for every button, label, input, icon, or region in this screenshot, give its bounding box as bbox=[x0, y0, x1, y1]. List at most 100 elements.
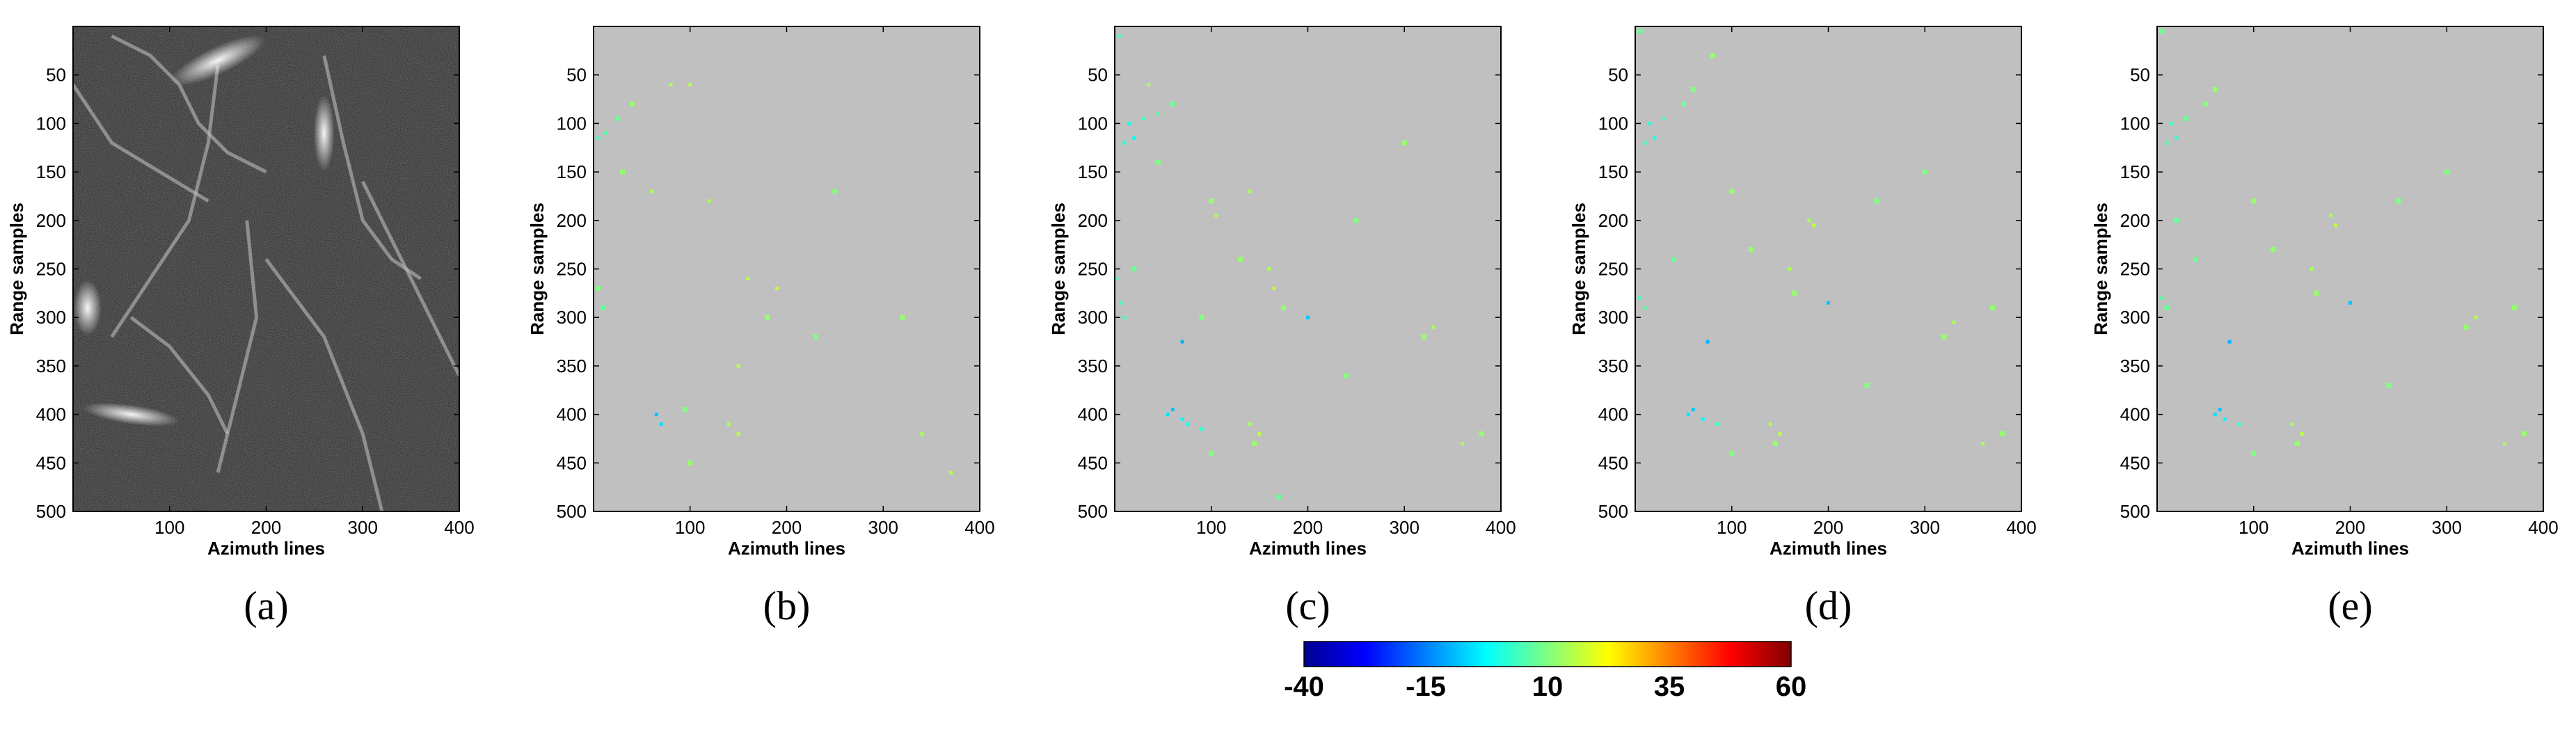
heatmap-cell bbox=[1999, 431, 2005, 436]
sar-ridge bbox=[361, 180, 459, 376]
y-tick-label: 100 bbox=[1078, 113, 1108, 134]
heatmap-cell bbox=[1248, 189, 1252, 193]
heatmap-cell bbox=[601, 305, 606, 310]
heatmap-cell bbox=[948, 470, 953, 475]
y-tick-label: 50 bbox=[566, 65, 587, 86]
heatmap-cell bbox=[1257, 432, 1262, 436]
heatmap-cell bbox=[1132, 136, 1136, 140]
y-tick-label: 500 bbox=[2120, 501, 2150, 522]
y-tick-label: 50 bbox=[2130, 65, 2150, 86]
y-tick-label: 200 bbox=[2120, 210, 2150, 231]
heatmap-cell bbox=[1792, 290, 1797, 296]
heatmap-cell bbox=[1864, 383, 1870, 388]
y-tick-label: 100 bbox=[36, 113, 66, 134]
y-tick-label: 500 bbox=[36, 501, 66, 522]
heatmap-cell bbox=[832, 189, 838, 194]
heatmap-cell bbox=[630, 102, 635, 106]
heatmap-cell bbox=[1643, 305, 1647, 310]
heatmap-cell bbox=[1715, 422, 1719, 426]
heatmap-cell bbox=[1214, 214, 1218, 218]
heatmap-cell bbox=[1772, 440, 1778, 446]
heatmap-cell bbox=[669, 83, 673, 87]
heatmap-cell bbox=[726, 422, 731, 426]
y-tick-label: 450 bbox=[1078, 452, 1108, 473]
heatmap-cell bbox=[1180, 340, 1184, 344]
heatmap-cell bbox=[1421, 334, 1426, 340]
heatmap-cell bbox=[1276, 494, 1282, 500]
heatmap-cell bbox=[736, 432, 740, 436]
x-axis-label: Azimuth lines bbox=[2291, 538, 2409, 559]
y-tick-label: 350 bbox=[36, 356, 66, 376]
heatmap-cell bbox=[1118, 34, 1122, 38]
heatmap-cell bbox=[2463, 324, 2469, 330]
heatmap-cell bbox=[1431, 325, 1436, 329]
heatmap-cell bbox=[1680, 102, 1686, 106]
heatmap-cell bbox=[1180, 417, 1184, 422]
y-tick-label: 250 bbox=[36, 259, 66, 280]
heatmap-cell bbox=[1952, 320, 1956, 324]
heatmap-cell bbox=[2165, 141, 2169, 145]
heatmap-cell bbox=[1147, 83, 1151, 87]
heatmap-cell bbox=[765, 315, 770, 320]
y-tick-label: 250 bbox=[1598, 259, 1628, 280]
y-tick-label: 200 bbox=[1078, 210, 1108, 231]
x-tick-label: 200 bbox=[251, 517, 281, 538]
colorbar-tick-label-4: 60 bbox=[1776, 671, 1807, 702]
x-tick-label: 200 bbox=[1293, 517, 1323, 538]
y-tick-label: 150 bbox=[557, 161, 587, 182]
heatmap-cell bbox=[2309, 267, 2314, 271]
heatmap-cell bbox=[1662, 116, 1667, 120]
y-tick-label: 450 bbox=[1598, 452, 1628, 473]
y-tick-label: 400 bbox=[1078, 404, 1108, 425]
heatmap-cell bbox=[1166, 413, 1170, 417]
heatmap-cell bbox=[654, 413, 658, 417]
colorbar: -40 -15 10 35 60 bbox=[1284, 641, 1807, 702]
heatmap-cell bbox=[2271, 247, 2275, 253]
y-axis-label: Range samples bbox=[527, 202, 548, 335]
heatmap-cell bbox=[1686, 413, 1690, 417]
heatmap-cell bbox=[1778, 432, 1782, 436]
heatmap-cell bbox=[746, 276, 750, 280]
heatmap-cell bbox=[1248, 422, 1252, 426]
heatmap-cell bbox=[2223, 417, 2227, 422]
heatmap-cell bbox=[2184, 116, 2189, 121]
y-axis-label: Range samples bbox=[1048, 202, 1069, 335]
x-tick-label: 100 bbox=[154, 517, 184, 538]
y-tick-label: 150 bbox=[36, 161, 66, 182]
heatmap-cell bbox=[1118, 301, 1122, 305]
sar-bright-area bbox=[313, 95, 335, 172]
heatmap-cell bbox=[687, 460, 693, 466]
heatmap-cell bbox=[1701, 417, 1705, 422]
y-tick-label: 200 bbox=[557, 210, 587, 231]
heatmap-cell bbox=[775, 286, 779, 290]
heatmap-cell bbox=[2503, 441, 2506, 445]
heatmap-cell bbox=[1461, 441, 1464, 445]
heatmap-cell bbox=[2511, 305, 2517, 310]
y-tick-label: 400 bbox=[1598, 404, 1628, 425]
y-tick-label: 350 bbox=[1078, 356, 1108, 376]
heatmap-cell bbox=[2251, 450, 2257, 456]
heatmap-cell bbox=[1252, 440, 1257, 446]
y-tick-label: 250 bbox=[2120, 259, 2150, 280]
heatmap-cell bbox=[2218, 408, 2222, 412]
x-axis-label: Azimuth lines bbox=[1770, 538, 1887, 559]
heatmap-cell bbox=[1690, 87, 1696, 93]
panel-a: 100 200 300 400 50 100 150 200 250 300 350 400 450 50… bbox=[6, 26, 475, 628]
colorbar-tick-label-2: 10 bbox=[1532, 671, 1564, 702]
panel-label: (a) bbox=[244, 583, 288, 628]
heatmap-cell bbox=[1127, 121, 1131, 125]
heatmap-cell bbox=[1749, 247, 1754, 253]
heatmap-cell bbox=[2164, 305, 2170, 310]
heatmap-cell bbox=[2474, 315, 2478, 319]
plot-area bbox=[73, 26, 459, 511]
colorbar-tick-label-1: -15 bbox=[1406, 671, 1446, 702]
heatmap-background bbox=[1115, 26, 1501, 511]
heatmap-cell bbox=[1353, 218, 1359, 223]
y-tick-label: 100 bbox=[557, 113, 587, 134]
y-tick-label: 100 bbox=[2120, 113, 2150, 134]
y-axis-label: Range samples bbox=[6, 202, 27, 335]
heatmap-cell bbox=[596, 136, 601, 140]
heatmap-cell bbox=[1185, 422, 1189, 426]
sar-ridge bbox=[264, 258, 384, 511]
